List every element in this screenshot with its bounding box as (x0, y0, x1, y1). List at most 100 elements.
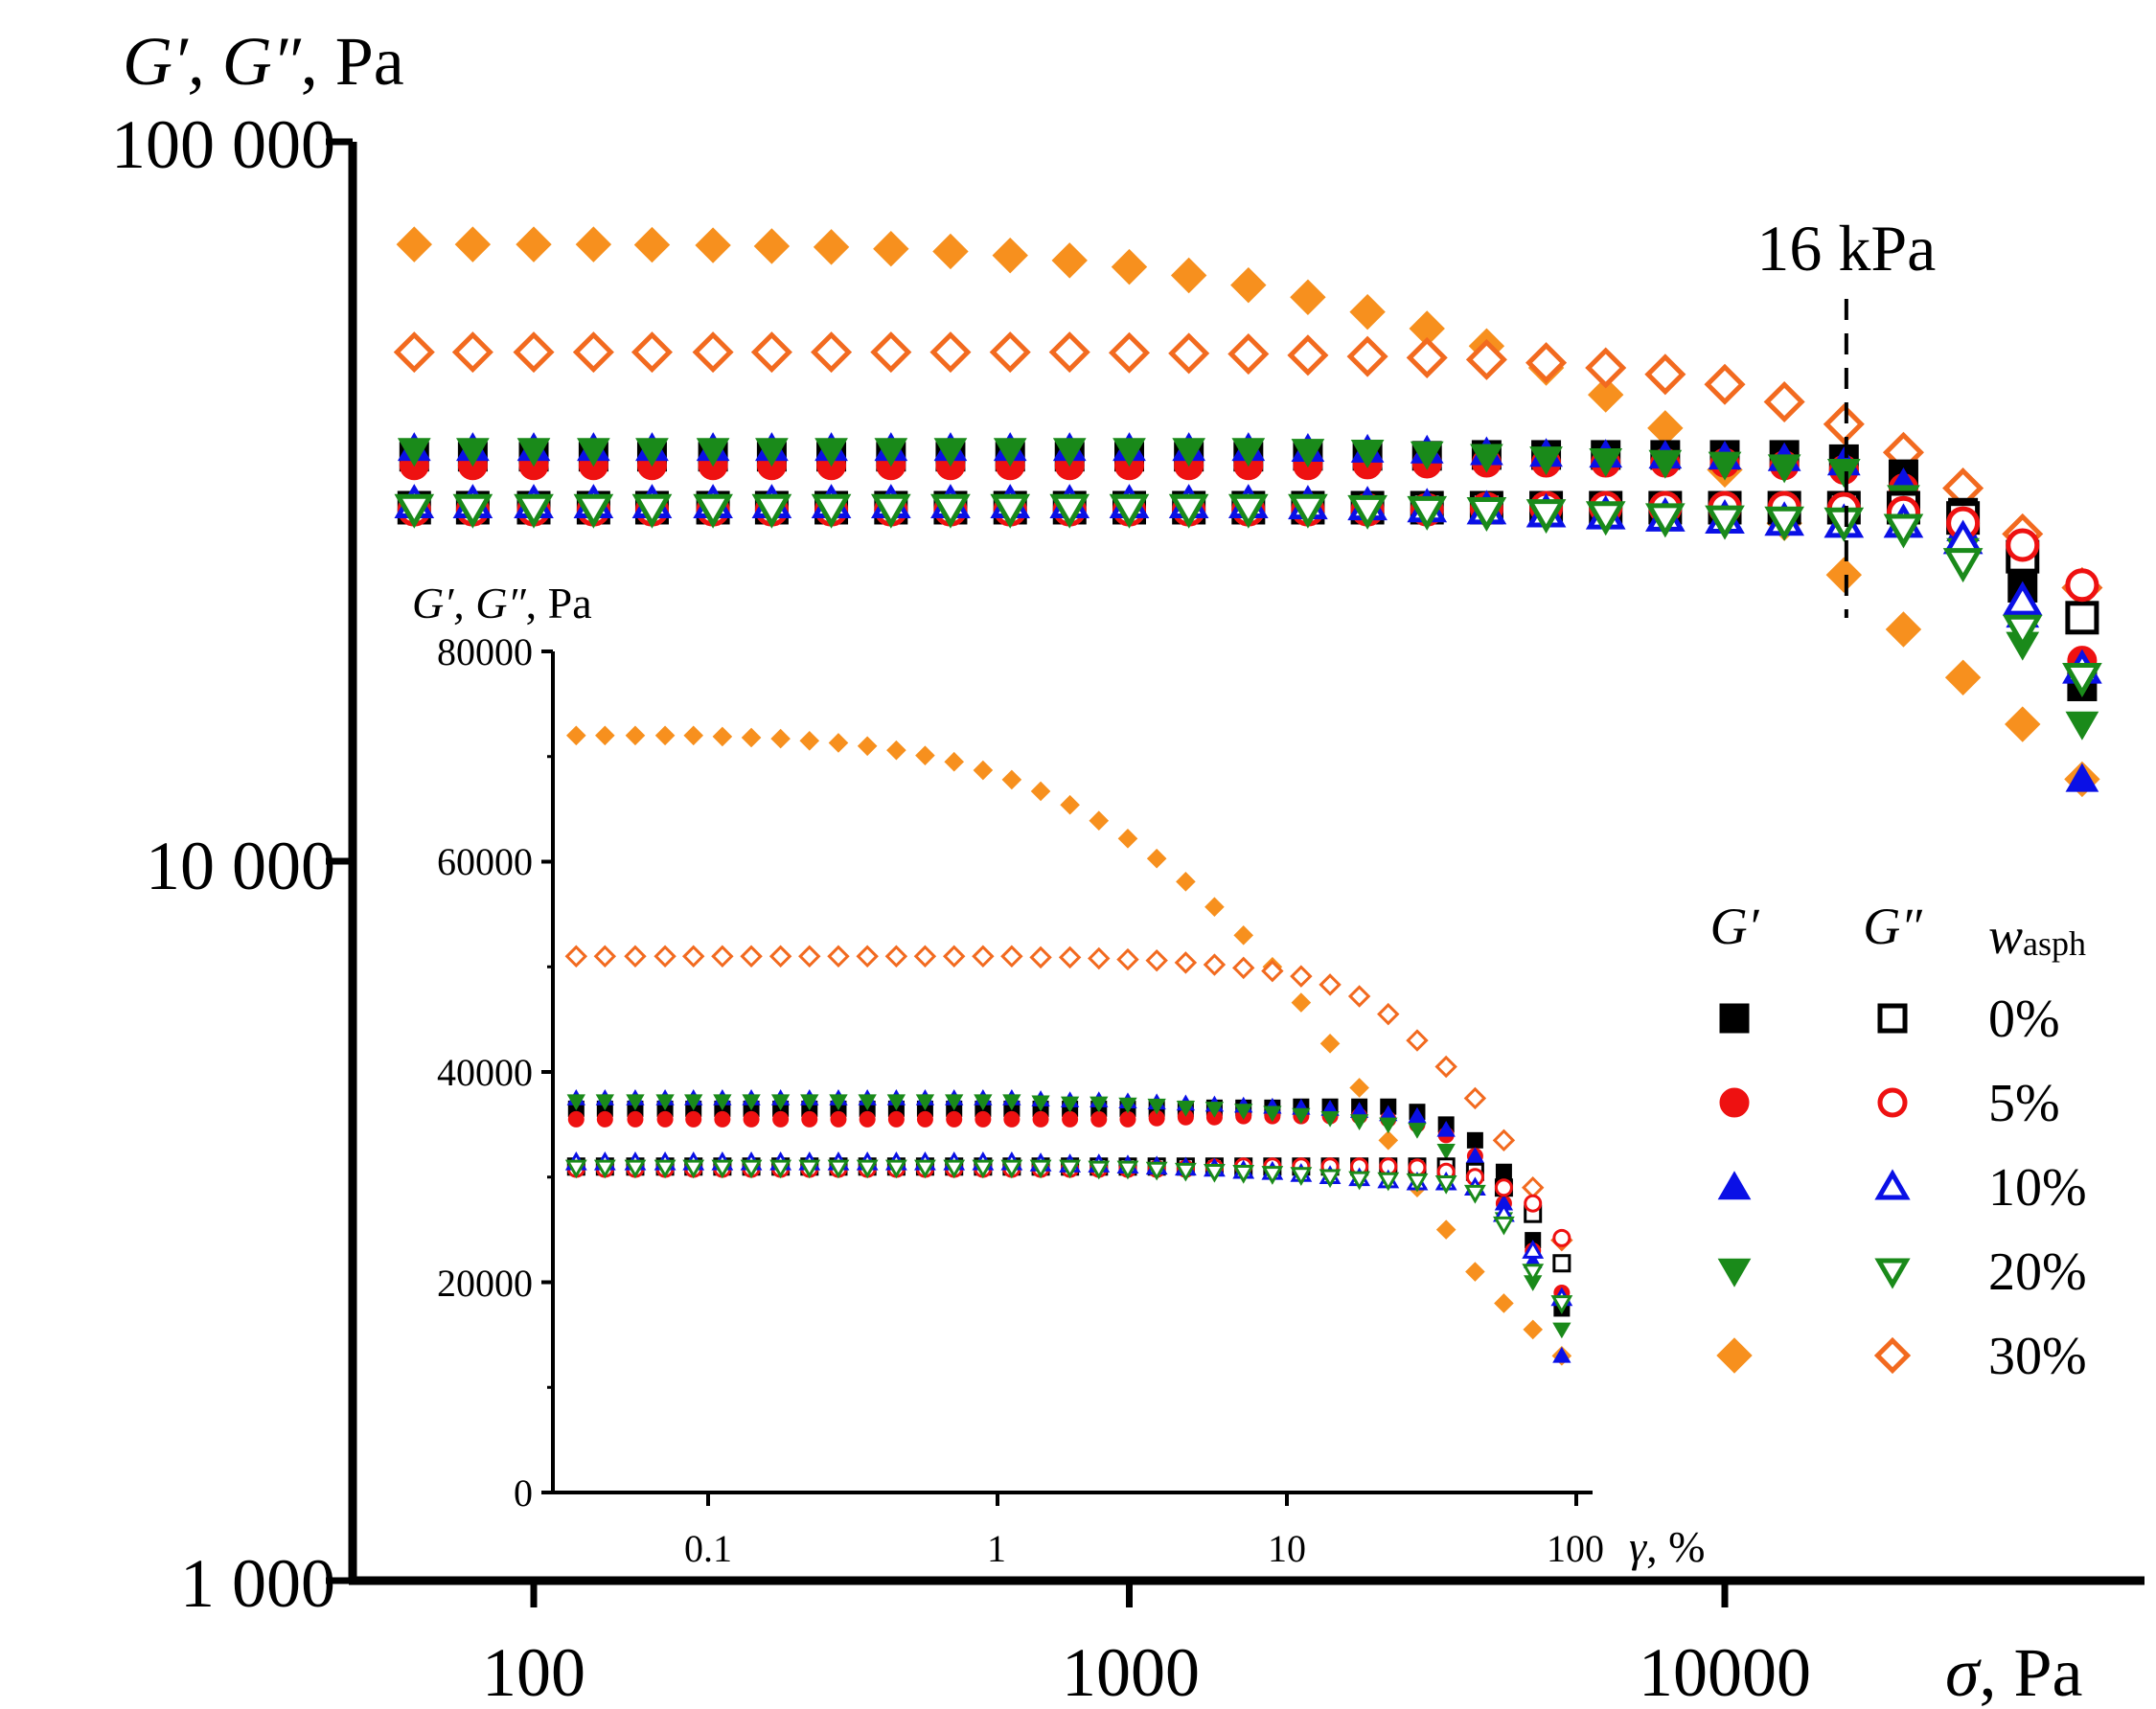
main-point-triangle-down (1407, 495, 1448, 531)
main-point-triangle-down (397, 438, 431, 467)
main-point-triangle-down (2062, 663, 2102, 698)
inset-point-diamond (1231, 956, 1255, 980)
inset-point-triangle-down (682, 1159, 705, 1179)
main-point-triangle-down (1764, 506, 1804, 541)
legend-label-30: 30% (1988, 1327, 2087, 1386)
inset-point-triangle-down (945, 1094, 964, 1111)
main-point-diamond (992, 237, 1028, 274)
main-point-diamond (1290, 279, 1326, 315)
inset-point-triangle-down (624, 1159, 647, 1179)
inset-point-triangle-down (1408, 1123, 1427, 1139)
main-point-triangle-down (1049, 493, 1090, 529)
main-point-diamond (1704, 363, 1746, 405)
main-point-diamond (1051, 242, 1088, 279)
main-point-triangle-down (1052, 438, 1087, 467)
main-point-triangle-down (1708, 451, 1742, 481)
inset-point-square (1466, 1131, 1483, 1149)
main-point-triangle-down (573, 493, 614, 529)
main-point-diamond (454, 226, 492, 262)
main-point-diamond (1170, 257, 1207, 294)
main-point-triangle-down (1288, 493, 1328, 529)
main-point-triangle-down (514, 493, 554, 529)
inset-point-triangle-down (800, 1094, 819, 1111)
inset-point-triangle-down (742, 1094, 761, 1111)
main-point-triangle-down (693, 493, 733, 529)
inset-point-diamond (1204, 897, 1225, 917)
inset-point-circle (714, 1110, 731, 1128)
inset-point-circle (596, 1110, 613, 1128)
main-point-triangle-down (1172, 438, 1206, 467)
inset-point-triangle-down (1320, 1110, 1340, 1128)
main-point-diamond (989, 331, 1031, 374)
inset-point-circle (1062, 1110, 1079, 1128)
inset-point-diamond (768, 945, 792, 968)
inset-point-diamond (1146, 848, 1167, 869)
inset-point-circle (1090, 1110, 1108, 1128)
inset-point-triangle-down (798, 1159, 821, 1179)
annotation-16kpa: 16 kPa (1756, 212, 1936, 285)
main-x-tick-label: 10000 (1639, 1634, 1811, 1709)
inset-point-diamond (564, 945, 588, 968)
inset-point-triangle-down (943, 1159, 966, 1179)
legend-marker-gdouble (1877, 1003, 1908, 1034)
inset-point-triangle-down (1379, 1117, 1398, 1134)
inset-y-tick-label: 0 (514, 1471, 533, 1515)
inset-point-triangle-down (655, 1094, 675, 1111)
inset-marks (564, 725, 1573, 1366)
main-point-triangle-up (2002, 581, 2043, 616)
inset-background (553, 651, 1593, 1494)
inset-point-triangle-down (593, 1159, 616, 1179)
legend-header-w: wasph (1988, 907, 2086, 965)
main-point-triangle-down (631, 493, 673, 529)
main-point-triangle-down (456, 438, 490, 467)
inset-point-diamond (1290, 965, 1313, 988)
inset-point-triangle-down (1029, 1159, 1052, 1179)
legend-marker-gdouble (1874, 1169, 1911, 1200)
legend-marker-gprime (1716, 1337, 1753, 1374)
main-point-diamond (1227, 333, 1270, 376)
inset-point-diamond (913, 945, 937, 968)
main-point-triangle-down (811, 493, 852, 529)
inset-point-triangle-down (1116, 1160, 1139, 1180)
main-y-tick-label: 1 000 (180, 1545, 335, 1622)
inset-point-diamond (1203, 953, 1227, 976)
main-point-triangle-down (814, 438, 848, 467)
inset-point-circle (859, 1110, 876, 1128)
inset-point-triangle-down (1550, 1295, 1573, 1314)
legend-marker-gprime (1717, 1171, 1752, 1200)
inset-point-diamond (711, 945, 734, 968)
legend-marker-gprime (1719, 1003, 1750, 1034)
main-point-diamond (1230, 266, 1267, 304)
inset-point-triangle-down (1263, 1105, 1282, 1123)
inset-point-diamond (886, 740, 906, 761)
main-x-axis-title: σ, Pa (1945, 1634, 2083, 1709)
inset-point-diamond (1435, 1219, 1456, 1240)
main-point-diamond (393, 331, 435, 374)
main-point-diamond (873, 230, 909, 267)
legend-header-gdouble: G″ (1863, 898, 1922, 955)
inset-point-circle (887, 1110, 905, 1128)
main-point-triangle-down (1648, 449, 1683, 479)
inset-point-diamond (593, 945, 617, 968)
main-point-triangle-down (1645, 503, 1686, 538)
main-point-diamond (692, 331, 734, 374)
inset-point-circle (830, 1110, 847, 1128)
main-point-triangle-down (1350, 440, 1385, 469)
inset-x-tick-label: 0.1 (684, 1527, 732, 1570)
main-point-diamond (753, 228, 791, 264)
main-point-diamond (1346, 335, 1388, 377)
main-point-circle (2006, 528, 2040, 562)
inset-point-diamond (770, 728, 791, 749)
inset-point-circle (801, 1110, 818, 1128)
main-point-diamond (1588, 376, 1624, 413)
inset-point-diamond (799, 730, 820, 751)
main-point-triangle-down (990, 493, 1031, 529)
inset-point-triangle-down (1002, 1094, 1021, 1111)
main-point-diamond (631, 331, 674, 374)
inset-point-triangle-down (1000, 1159, 1023, 1179)
inset-point-diamond (1233, 925, 1254, 946)
inset-point-triangle-down (886, 1094, 906, 1111)
main-point-triangle-up (2065, 763, 2099, 792)
main-point-diamond (1823, 403, 1865, 445)
